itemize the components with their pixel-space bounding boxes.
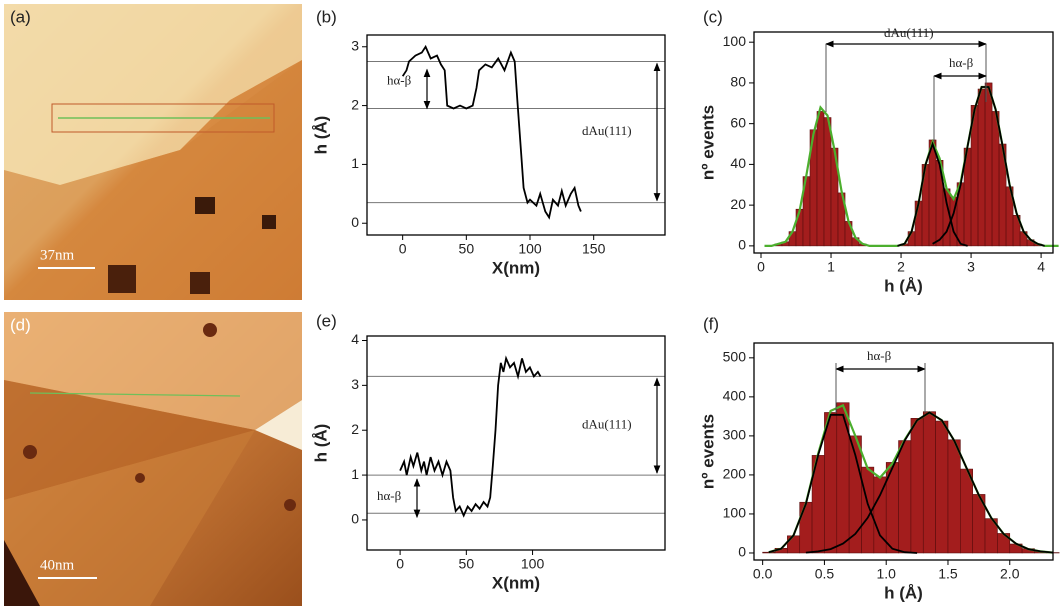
y-tick-label: 0	[738, 237, 746, 253]
histogram-bar	[977, 88, 986, 247]
panel-label: (f)	[703, 314, 719, 333]
scale-bar-label: 37nm	[40, 247, 75, 263]
y-tick-label: 3	[351, 37, 359, 53]
x-tick-label: 50	[459, 556, 475, 572]
x-tick-label: 0	[399, 241, 407, 257]
histogram-bar	[823, 117, 832, 247]
histogram-bar	[922, 411, 936, 554]
y-tick-label: 0	[351, 214, 359, 230]
stm-image-d	[4, 312, 302, 606]
y-tick-label: 40	[730, 155, 746, 171]
annotation: dAu(111)	[582, 417, 632, 432]
y-axis-label: nº events	[698, 105, 717, 180]
histogram-bar	[799, 501, 813, 554]
annotation: hα-β	[949, 55, 974, 70]
panel-label: (a)	[10, 7, 31, 26]
histogram-bar	[928, 139, 937, 247]
histogram-bar	[910, 418, 924, 554]
x-tick-label: 100	[518, 241, 542, 257]
fit-curve	[897, 141, 968, 247]
x-tick-label: 3	[967, 259, 975, 275]
x-tick-label: 1	[827, 259, 835, 275]
histogram-bar	[984, 82, 993, 247]
y-axis-label: h (Å)	[311, 116, 330, 155]
y-tick-label: 100	[723, 505, 747, 521]
histogram-bar	[898, 440, 912, 554]
x-axis-label: h (Å)	[884, 276, 923, 295]
y-tick-label: 500	[723, 349, 747, 365]
fit-curve	[932, 86, 1045, 247]
histogram-bar	[795, 208, 804, 247]
y-axis-label: nº events	[698, 414, 717, 489]
histogram-bar	[787, 535, 801, 554]
histogram-bar	[947, 439, 961, 554]
plot-frame	[366, 335, 666, 551]
x-tick-label: 100	[521, 556, 545, 572]
annotation: hα-β	[867, 348, 892, 363]
y-tick-label: 300	[723, 427, 747, 443]
y-tick-label: 20	[730, 196, 746, 212]
plot-frame	[753, 342, 1054, 561]
x-axis-label: X(nm)	[492, 258, 540, 277]
histogram-bar	[762, 551, 776, 554]
plot-frame	[366, 34, 666, 236]
x-tick-label: 150	[582, 241, 606, 257]
x-tick-label: 4	[1037, 259, 1045, 275]
annotation: dAu(111)	[884, 25, 934, 40]
histogram-bar	[960, 468, 973, 554]
y-tick-label: 4	[351, 331, 359, 347]
profile-line	[401, 44, 582, 220]
y-tick-label: 60	[730, 114, 746, 130]
y-tick-label: 3	[351, 376, 359, 392]
histogram-bar	[824, 412, 838, 554]
y-tick-label: 100	[723, 33, 747, 49]
histogram-bar	[836, 402, 850, 554]
y-tick-label: 0	[738, 544, 746, 560]
x-tick-label: 1.5	[938, 566, 958, 582]
histogram-bar	[873, 476, 887, 554]
x-tick-label: 0	[757, 259, 765, 275]
y-tick-label: 1	[351, 155, 359, 171]
panel-label: (c)	[703, 7, 723, 26]
annotation: hα-β	[377, 488, 402, 503]
x-axis-label: h (Å)	[884, 583, 923, 602]
y-tick-label: 200	[723, 466, 747, 482]
y-tick-label: 0	[351, 511, 359, 527]
histogram-bar	[816, 111, 825, 247]
profile-line	[399, 355, 542, 518]
y-tick-label: 400	[723, 388, 747, 404]
fit-curve	[768, 413, 918, 554]
histogram-bar	[935, 420, 949, 554]
panel-label: (d)	[10, 315, 31, 334]
panel-label: (b)	[316, 7, 337, 26]
y-axis-label: h (Å)	[311, 424, 330, 463]
x-tick-label: 50	[459, 241, 475, 257]
y-tick-label: 80	[730, 74, 746, 90]
x-tick-label: 2.0	[1000, 566, 1020, 582]
x-tick-label: 0.0	[753, 566, 773, 582]
x-tick-label: 2	[897, 259, 905, 275]
x-tick-label: 0	[396, 556, 404, 572]
fit-curve	[805, 411, 1054, 554]
scale-bar-label: 40nm	[40, 557, 75, 573]
annotation: hα-β	[387, 72, 412, 87]
y-tick-label: 2	[351, 96, 359, 112]
histogram-bar	[942, 188, 951, 247]
x-tick-label: 1.0	[876, 566, 896, 582]
y-tick-label: 2	[351, 421, 359, 437]
histogram-bar	[991, 111, 1000, 247]
y-tick-label: 1	[351, 466, 359, 482]
panel-label: (e)	[316, 311, 337, 330]
x-axis-label: X(nm)	[492, 573, 540, 592]
stm-image-a	[4, 4, 302, 300]
x-tick-label: 0.5	[815, 566, 835, 582]
annotation: dAu(111)	[582, 123, 632, 138]
plot-frame	[753, 31, 1054, 254]
